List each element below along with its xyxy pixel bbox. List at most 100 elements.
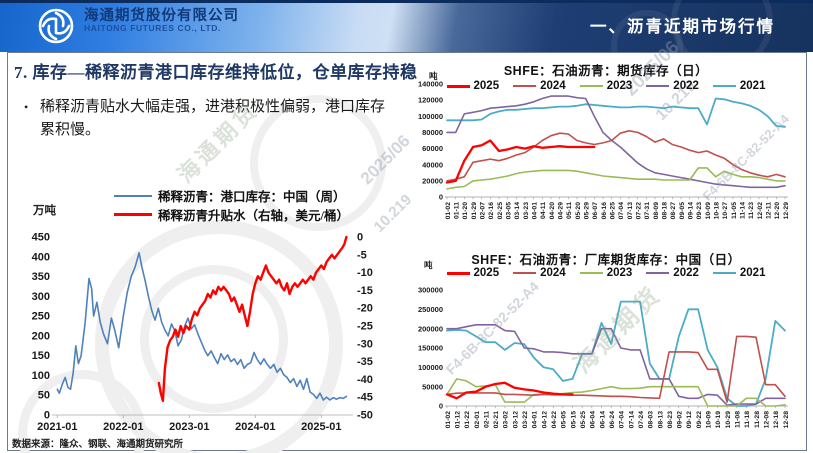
svg-text:03-12: 03-12 (512, 411, 519, 429)
legend-item-2024: 2024 (513, 267, 566, 279)
svg-text:04-20: 04-20 (549, 202, 556, 220)
svg-text:04-01: 04-01 (532, 411, 539, 429)
svg-text:40000: 40000 (422, 160, 443, 169)
svg-text:04-01: 04-01 (531, 202, 538, 220)
svg-text:11-18: 11-18 (744, 411, 751, 428)
svg-text:08-09: 08-09 (653, 202, 660, 220)
section-title: 一、沥青近期市场行情 (590, 17, 775, 36)
svg-text:06-25: 06-25 (609, 202, 616, 220)
legend-label: 稀释沥青升贴水（右轴，美元/桶） (158, 209, 349, 223)
legend-item-2021: 2021 (712, 80, 766, 92)
svg-text:05-25: 05-25 (580, 411, 587, 429)
svg-text:02-25: 02-25 (497, 202, 504, 220)
warehouse-inventory-chart-title: SHFE：石油沥青：厂库期货库存：中国（日） (471, 253, 741, 267)
legend-swatch (513, 85, 537, 87)
svg-text:05-20: 05-20 (575, 202, 582, 220)
svg-text:03-22: 03-22 (522, 411, 529, 429)
svg-text:10-27: 10-27 (722, 202, 729, 220)
svg-text:60000: 60000 (422, 144, 443, 153)
svg-text:-40: -40 (357, 374, 373, 386)
legend-label: 2023 (606, 80, 633, 92)
svg-text:100000: 100000 (418, 363, 443, 372)
svg-text:09-22: 09-22 (696, 411, 703, 429)
svg-text:2021-01: 2021-01 (37, 421, 77, 433)
svg-text:2023-01: 2023-01 (169, 421, 209, 433)
svg-text:02-07: 02-07 (479, 202, 486, 220)
svg-text:03-02: 03-02 (503, 411, 510, 429)
svg-text:07-31: 07-31 (644, 202, 651, 220)
legend-swatch (579, 272, 603, 274)
svg-text:08-18: 08-18 (661, 202, 668, 220)
legend-label: 2022 (673, 80, 699, 92)
svg-text:11-05: 11-05 (731, 202, 738, 219)
svg-text:10-19: 10-19 (715, 411, 722, 429)
svg-text:10-09: 10-09 (706, 411, 713, 429)
futures-inventory-chart-title: SHFE：石油沥青：期货库存（日） (503, 64, 709, 78)
svg-text:04-12: 04-12 (541, 411, 548, 429)
svg-text:12-08: 12-08 (763, 411, 770, 429)
svg-text:300: 300 (32, 291, 50, 303)
svg-text:-10: -10 (357, 267, 373, 279)
legend-swatch (446, 271, 470, 275)
svg-text:06-24: 06-24 (609, 411, 616, 429)
svg-text:01-29: 01-29 (471, 202, 478, 220)
svg-text:12-02: 12-02 (757, 202, 764, 220)
svg-text:04-29: 04-29 (557, 202, 564, 220)
svg-text:2024-01: 2024-01 (235, 421, 275, 433)
svg-text:250000: 250000 (418, 305, 443, 314)
svg-text:350: 350 (32, 271, 50, 283)
legend-label: 2021 (739, 267, 766, 279)
svg-text:11-23: 11-23 (748, 202, 755, 219)
legend-label: 2021 (739, 80, 766, 92)
svg-text:2022-01: 2022-01 (103, 421, 143, 433)
bullet-point: • 稀释沥青贴水大幅走强，进港积极性偏弱，港口库存累积慢。 (24, 96, 392, 143)
svg-text:08-23: 08-23 (667, 411, 674, 429)
legend-swatch (513, 272, 537, 274)
svg-text:07-24: 07-24 (638, 411, 645, 429)
legend-item-2022: 2022 (646, 80, 699, 92)
svg-text:100: 100 (32, 370, 50, 382)
port-inventory-chart: 0 50 100 150 200 250 300 350 400 450 0 -5 -10 -15 -20 -… (32, 232, 373, 434)
svg-text:05-29: 05-29 (583, 202, 590, 220)
svg-text:-25: -25 (357, 321, 373, 333)
legend-item-2021: 2021 (712, 267, 766, 279)
svg-text:12-29: 12-29 (783, 202, 790, 220)
svg-text:10-18: 10-18 (713, 202, 720, 220)
data-source-note: 数据来源：隆众、钢联、海通期货研究所 (12, 440, 184, 450)
svg-text:07-13: 07-13 (627, 202, 634, 220)
svg-text:10-09: 10-09 (705, 202, 712, 220)
svg-text:12-20: 12-20 (774, 202, 781, 220)
left-chart-unit-label: 万吨 (33, 205, 56, 217)
svg-text:03-14: 03-14 (514, 202, 521, 220)
svg-text:20000: 20000 (422, 176, 443, 185)
svg-text:12-18: 12-18 (773, 411, 780, 429)
svg-text:08-13: 08-13 (657, 411, 664, 429)
svg-text:09-05: 09-05 (679, 202, 686, 220)
svg-text:0: 0 (44, 410, 50, 422)
warehouse-inventory-unit-label: 吨 (424, 260, 433, 270)
legend-item-2025: 2025 (446, 80, 499, 92)
svg-text:05-15: 05-15 (570, 411, 577, 429)
svg-text:-35: -35 (357, 356, 373, 368)
legend-swatch (579, 85, 603, 87)
svg-text:50: 50 (38, 390, 50, 402)
legend-label: 2024 (540, 80, 566, 92)
svg-text:07-04: 07-04 (618, 202, 625, 220)
svg-text:06-07: 06-07 (592, 202, 599, 220)
svg-text:12-11: 12-11 (765, 202, 772, 219)
svg-text:09-23: 09-23 (696, 202, 703, 220)
svg-text:03-23: 03-23 (523, 202, 530, 220)
svg-text:08-03: 08-03 (648, 411, 655, 429)
legend-item: 稀释沥青：港口库存：中国（周） (114, 186, 349, 205)
svg-text:80000: 80000 (422, 128, 443, 137)
svg-text:04-22: 04-22 (551, 411, 558, 429)
haitong-logo-icon (36, 6, 76, 46)
legend-swatch (712, 85, 736, 87)
svg-text:01-02: 01-02 (445, 411, 452, 429)
legend-swatch (114, 213, 152, 216)
svg-text:300000: 300000 (418, 286, 443, 295)
svg-text:0: 0 (439, 193, 443, 202)
svg-text:04-11: 04-11 (540, 202, 547, 219)
bullet-text: 稀释沥青贴水大幅走强，进港积极性偏弱，港口库存累积慢。 (40, 99, 386, 139)
svg-text:01-22: 01-22 (464, 411, 471, 429)
